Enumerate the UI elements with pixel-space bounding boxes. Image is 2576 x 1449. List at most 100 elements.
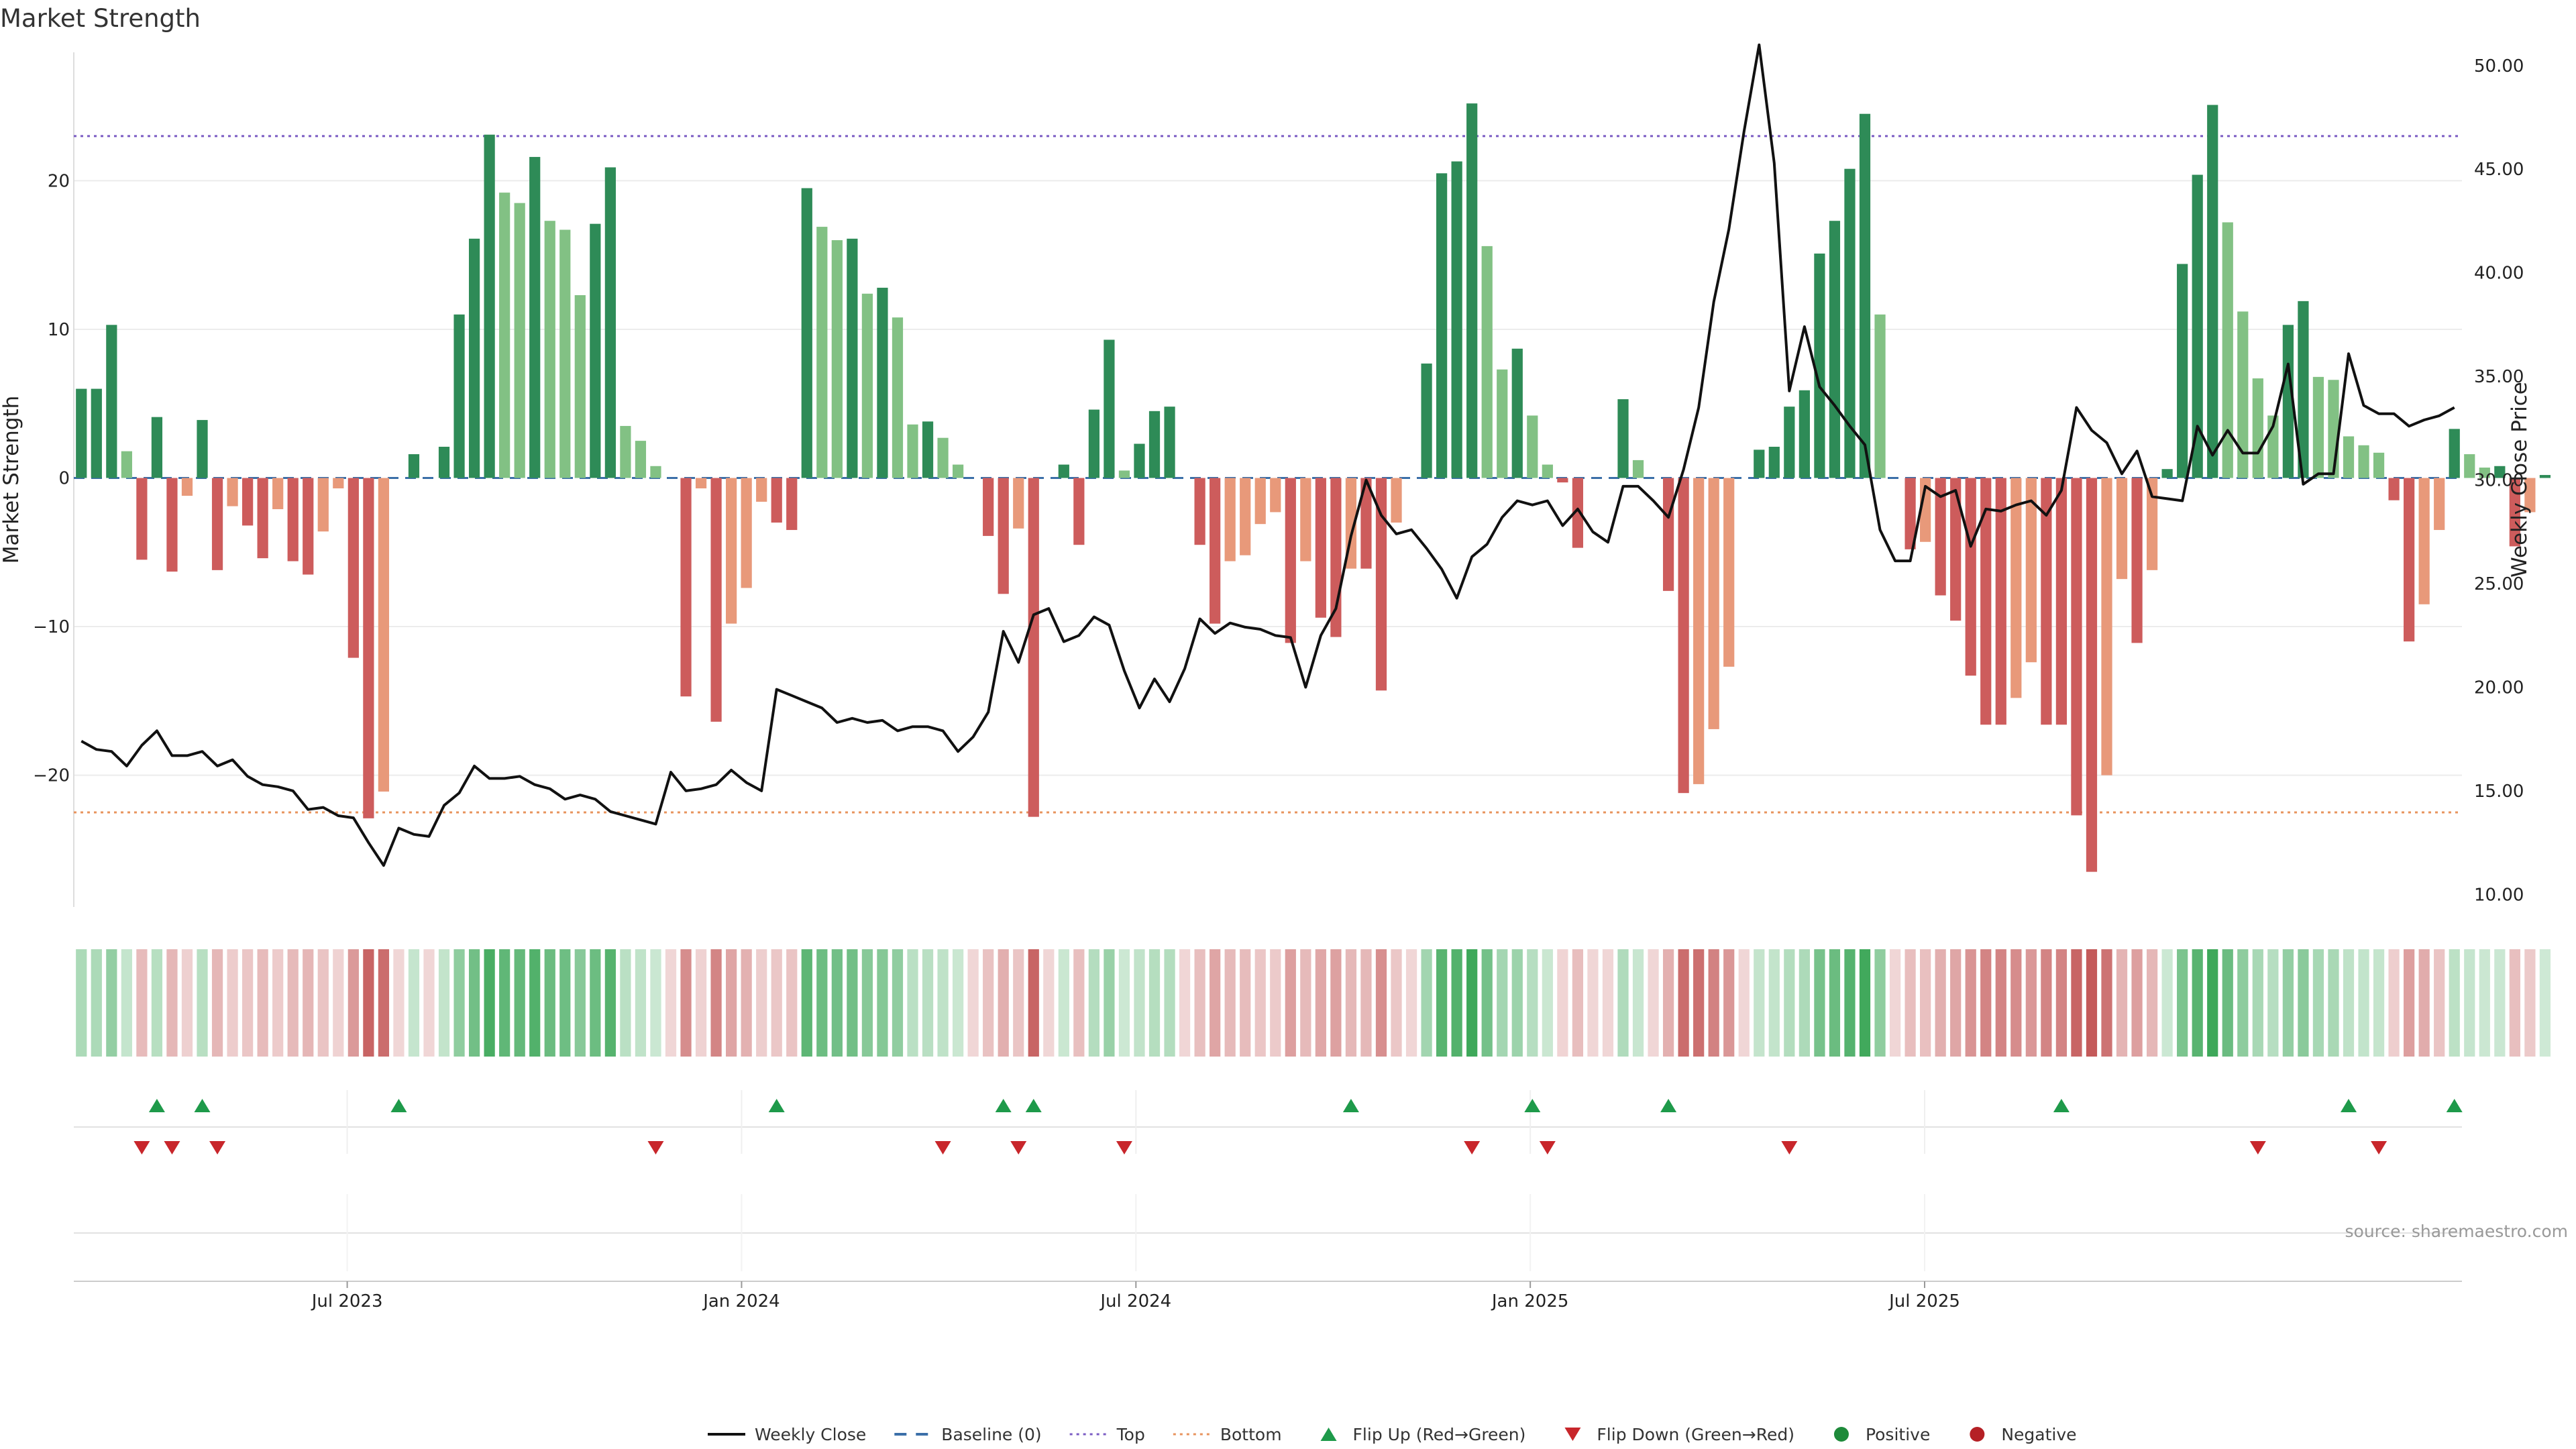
heat-cell (1466, 949, 1478, 1057)
strength-bar (2343, 436, 2355, 478)
strength-bar (1754, 449, 1765, 478)
heat-cell (620, 949, 631, 1057)
heat-cell (1300, 949, 1311, 1057)
legend-item: Positive (1833, 1425, 1930, 1444)
strength-bar (1527, 415, 1538, 478)
heat-cell (1844, 949, 1856, 1057)
strength-bar (2207, 105, 2218, 478)
heat-cell (1874, 949, 1886, 1057)
heat-cell (1104, 949, 1115, 1057)
heat-cell (952, 949, 964, 1057)
strength-bar (1814, 253, 1825, 478)
strength-bar (922, 421, 934, 478)
heat-cell (1028, 949, 1039, 1057)
strength-bar (2312, 376, 2324, 478)
x-tick-label: Jan 2024 (702, 1291, 780, 1311)
heat-cell (1375, 949, 1387, 1057)
strength-bar (1300, 478, 1311, 561)
heat-cell (2388, 949, 2400, 1057)
heat-cell (2010, 949, 2022, 1057)
heat-cell (242, 949, 254, 1057)
heat-cell (2071, 949, 2082, 1057)
strength-bar (1950, 478, 1962, 621)
legend-label: Flip Up (Red→Green) (1353, 1425, 1526, 1444)
strength-bar (347, 478, 359, 658)
strength-bar (1210, 478, 1221, 624)
strength-bars (76, 103, 2551, 872)
heat-cell (1935, 949, 1946, 1057)
strength-bar (378, 478, 390, 792)
strength-bar (2025, 478, 2037, 663)
flip-up-marker (2446, 1099, 2463, 1112)
heat-cell (2025, 949, 2037, 1057)
heat-cell (756, 949, 767, 1057)
strength-bar (620, 425, 631, 478)
strength-bar (2055, 478, 2068, 725)
heat-cell (741, 949, 752, 1057)
flip-up-marker (2053, 1099, 2070, 1112)
heat-cell (1088, 949, 1099, 1057)
strength-bar (726, 478, 737, 624)
legend: Weekly Close Baseline (0) Top Bottom Flip Up… (708, 1425, 2077, 1444)
heat-cell (771, 949, 782, 1057)
heat-cell (2146, 949, 2158, 1057)
strength-bar (363, 478, 374, 818)
heat-cell (1043, 949, 1055, 1057)
legend-swatch (1564, 1428, 1581, 1441)
strength-bar (2358, 445, 2369, 478)
flip-down-marker (934, 1141, 951, 1155)
heat-cell (2494, 949, 2506, 1057)
legend-item: Baseline (0) (894, 1425, 1042, 1444)
heat-cell (1118, 949, 1130, 1057)
strength-bar (1874, 314, 1886, 478)
heat-cell (136, 949, 148, 1057)
strength-bar (1859, 113, 1871, 478)
strength-bar (801, 188, 812, 478)
strength-bar (1194, 478, 1205, 545)
heat-cell (2343, 949, 2355, 1057)
legend-swatch (1320, 1428, 1337, 1441)
strength-bar (2449, 429, 2460, 478)
flip-up-marker (390, 1099, 407, 1112)
flip-down-marker (647, 1141, 664, 1155)
flip-up-marker (194, 1099, 211, 1112)
heat-cell (635, 949, 647, 1057)
strength-bar (877, 287, 888, 478)
strength-bar (559, 229, 571, 478)
heat-cell (665, 949, 677, 1057)
strength-bar (1028, 478, 1039, 817)
heat-cell (227, 949, 238, 1057)
chart-title: Market Strength (0, 4, 201, 33)
strength-bar (514, 203, 525, 478)
heat-cell (317, 949, 329, 1057)
heat-cell (1799, 949, 1810, 1057)
legend-item: Flip Up (Red→Green) (1320, 1425, 1526, 1444)
strength-bar (831, 240, 843, 478)
heat-cell (1194, 949, 1205, 1057)
flip-markers-panel (74, 1090, 2463, 1155)
flip-down-marker (209, 1141, 226, 1155)
heat-cell (1240, 949, 1251, 1057)
strength-bar (861, 293, 873, 478)
heat-cell (1738, 949, 1750, 1057)
x-tick-label: Jul 2023 (311, 1291, 383, 1311)
strength-bar (1723, 478, 1735, 667)
legend-swatch (1970, 1427, 1985, 1442)
strength-bar (181, 478, 193, 496)
strength-bar (272, 478, 284, 510)
strength-bar (1557, 478, 1568, 483)
strength-bar (1315, 478, 1326, 618)
heat-cell (1451, 949, 1462, 1057)
strength-bar (1164, 407, 1175, 478)
strength-bar (151, 417, 163, 478)
legend-label: Weekly Close (755, 1425, 866, 1444)
heat-cell (423, 949, 435, 1057)
strength-bar (2131, 478, 2143, 643)
legend-label: Top (1116, 1425, 1145, 1444)
right-tick-label: 40.00 (2474, 264, 2524, 284)
heat-cell (2449, 949, 2460, 1057)
strength-bar (937, 437, 949, 478)
flip-up-marker (148, 1099, 165, 1112)
strength-bar (1148, 411, 1161, 478)
strength-bar (1708, 478, 1719, 729)
